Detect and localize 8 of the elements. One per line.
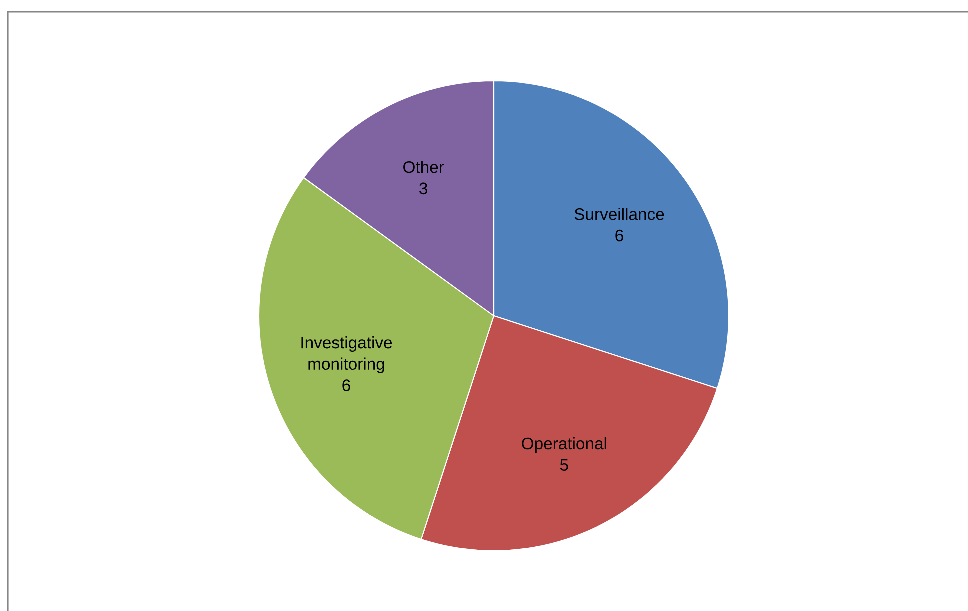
slice-label: Operational bbox=[522, 437, 606, 453]
slice-label: Other bbox=[404, 160, 444, 174]
data-label: 5 bbox=[560, 459, 568, 471]
slice-label: Surveillance bbox=[574, 208, 664, 220]
data-label: 6 bbox=[616, 230, 624, 242]
data-label: 3 bbox=[420, 182, 428, 195]
slice-label: Investigative monitoring bbox=[302, 336, 392, 374]
data-label: 6 bbox=[342, 380, 350, 392]
